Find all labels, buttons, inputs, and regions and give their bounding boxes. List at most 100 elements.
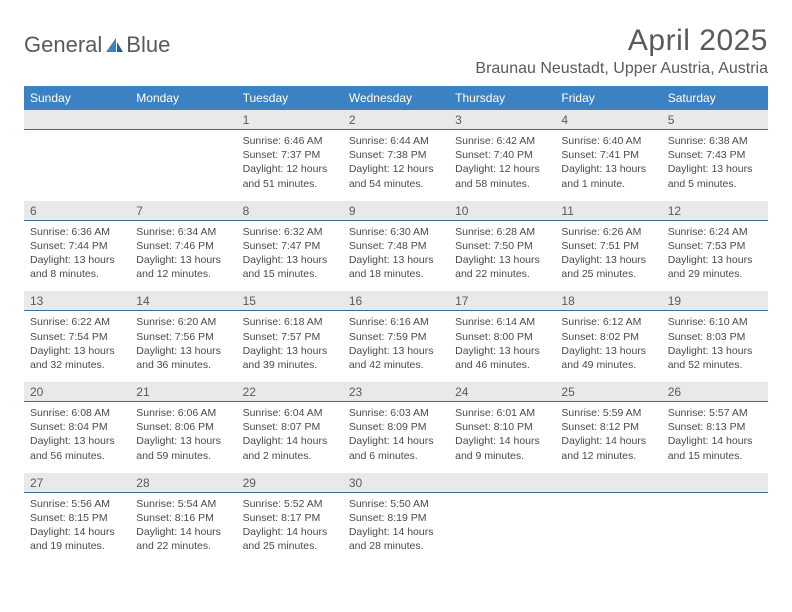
- sunrise-text: Sunrise: 6:38 AM: [668, 134, 762, 148]
- day-cell: Sunrise: 6:16 AMSunset: 7:59 PMDaylight:…: [343, 311, 449, 382]
- sunset-text: Sunset: 8:13 PM: [668, 420, 762, 434]
- day-cell: Sunrise: 6:34 AMSunset: 7:46 PMDaylight:…: [130, 220, 236, 291]
- sunset-text: Sunset: 7:47 PM: [243, 239, 337, 253]
- sunrise-text: Sunrise: 6:26 AM: [561, 225, 655, 239]
- day-number: 23: [343, 382, 449, 402]
- day-cell: Sunrise: 6:42 AMSunset: 7:40 PMDaylight:…: [449, 130, 555, 201]
- day-cell: Sunrise: 6:24 AMSunset: 7:53 PMDaylight:…: [662, 220, 768, 291]
- sunset-text: Sunset: 7:50 PM: [455, 239, 549, 253]
- sunset-text: Sunset: 8:06 PM: [136, 420, 230, 434]
- day-header-sun: Sunday: [24, 86, 130, 110]
- sunset-text: Sunset: 7:43 PM: [668, 148, 762, 162]
- day-cell: Sunrise: 6:04 AMSunset: 8:07 PMDaylight:…: [237, 402, 343, 473]
- page-container: General Blue April 2025 Braunau Neustadt…: [0, 0, 792, 563]
- sunset-text: Sunset: 7:41 PM: [561, 148, 655, 162]
- daylight-text: Daylight: 13 hours and 12 minutes.: [136, 253, 230, 281]
- content-row: Sunrise: 6:08 AMSunset: 8:04 PMDaylight:…: [24, 402, 768, 473]
- day-header-tue: Tuesday: [237, 86, 343, 110]
- sunset-text: Sunset: 7:51 PM: [561, 239, 655, 253]
- sunset-text: Sunset: 8:07 PM: [243, 420, 337, 434]
- sunrise-text: Sunrise: 6:10 AM: [668, 315, 762, 329]
- day-cell: Sunrise: 6:22 AMSunset: 7:54 PMDaylight:…: [24, 311, 130, 382]
- sunset-text: Sunset: 8:09 PM: [349, 420, 443, 434]
- logo-sail-icon: [104, 36, 124, 54]
- day-cell: Sunrise: 5:54 AMSunset: 8:16 PMDaylight:…: [130, 492, 236, 563]
- content-row: Sunrise: 6:46 AMSunset: 7:37 PMDaylight:…: [24, 130, 768, 201]
- day-number: 13: [24, 291, 130, 311]
- day-number: 9: [343, 201, 449, 221]
- day-number: 21: [130, 382, 236, 402]
- day-number: 3: [449, 110, 555, 130]
- sunset-text: Sunset: 8:10 PM: [455, 420, 549, 434]
- sunrise-text: Sunrise: 5:57 AM: [668, 406, 762, 420]
- day-cell: Sunrise: 6:26 AMSunset: 7:51 PMDaylight:…: [555, 220, 661, 291]
- sunrise-text: Sunrise: 6:44 AM: [349, 134, 443, 148]
- day-cell: Sunrise: 6:18 AMSunset: 7:57 PMDaylight:…: [237, 311, 343, 382]
- daylight-text: Daylight: 13 hours and 42 minutes.: [349, 344, 443, 372]
- day-number: [24, 110, 130, 130]
- sunrise-text: Sunrise: 6:34 AM: [136, 225, 230, 239]
- sunrise-text: Sunrise: 5:50 AM: [349, 497, 443, 511]
- month-title: April 2025: [475, 24, 768, 58]
- sunrise-text: Sunrise: 6:04 AM: [243, 406, 337, 420]
- daylight-text: Daylight: 13 hours and 8 minutes.: [30, 253, 124, 281]
- sunset-text: Sunset: 8:04 PM: [30, 420, 124, 434]
- day-number: [662, 473, 768, 493]
- sunset-text: Sunset: 7:46 PM: [136, 239, 230, 253]
- day-cell: Sunrise: 5:50 AMSunset: 8:19 PMDaylight:…: [343, 492, 449, 563]
- sunset-text: Sunset: 8:00 PM: [455, 330, 549, 344]
- daylight-text: Daylight: 13 hours and 56 minutes.: [30, 434, 124, 462]
- day-number: 17: [449, 291, 555, 311]
- logo-text-left: General: [24, 32, 102, 58]
- daylight-text: Daylight: 14 hours and 9 minutes.: [455, 434, 549, 462]
- day-header-row: Sunday Monday Tuesday Wednesday Thursday…: [24, 86, 768, 110]
- sunset-text: Sunset: 7:38 PM: [349, 148, 443, 162]
- sunrise-text: Sunrise: 5:56 AM: [30, 497, 124, 511]
- day-number: [449, 473, 555, 493]
- day-number: 10: [449, 201, 555, 221]
- sunrise-text: Sunrise: 6:01 AM: [455, 406, 549, 420]
- day-cell: Sunrise: 6:08 AMSunset: 8:04 PMDaylight:…: [24, 402, 130, 473]
- sunrise-text: Sunrise: 6:06 AM: [136, 406, 230, 420]
- sunset-text: Sunset: 8:15 PM: [30, 511, 124, 525]
- sunset-text: Sunset: 7:56 PM: [136, 330, 230, 344]
- day-cell: Sunrise: 5:56 AMSunset: 8:15 PMDaylight:…: [24, 492, 130, 563]
- daylight-text: Daylight: 14 hours and 25 minutes.: [243, 525, 337, 553]
- sunrise-text: Sunrise: 5:52 AM: [243, 497, 337, 511]
- day-cell: Sunrise: 6:30 AMSunset: 7:48 PMDaylight:…: [343, 220, 449, 291]
- sunset-text: Sunset: 7:48 PM: [349, 239, 443, 253]
- sunset-text: Sunset: 7:53 PM: [668, 239, 762, 253]
- daylight-text: Daylight: 13 hours and 29 minutes.: [668, 253, 762, 281]
- daylight-text: Daylight: 13 hours and 5 minutes.: [668, 162, 762, 190]
- location: Braunau Neustadt, Upper Austria, Austria: [475, 60, 768, 78]
- sunset-text: Sunset: 7:54 PM: [30, 330, 124, 344]
- daylight-text: Daylight: 13 hours and 46 minutes.: [455, 344, 549, 372]
- sunrise-text: Sunrise: 6:18 AM: [243, 315, 337, 329]
- day-cell: Sunrise: 6:32 AMSunset: 7:47 PMDaylight:…: [237, 220, 343, 291]
- daylight-text: Daylight: 12 hours and 51 minutes.: [243, 162, 337, 190]
- logo-text-blue: Blue: [126, 32, 170, 58]
- day-number: 12: [662, 201, 768, 221]
- content-row: Sunrise: 5:56 AMSunset: 8:15 PM Daylight:…: [24, 492, 768, 563]
- sunrise-text: Sunrise: 5:59 AM: [561, 406, 655, 420]
- sunrise-text: Sunrise: 6:03 AM: [349, 406, 443, 420]
- day-number: 11: [555, 201, 661, 221]
- daylight-text: Daylight: 14 hours and 22 minutes.: [136, 525, 230, 553]
- day-number: 26: [662, 382, 768, 402]
- content-row: Sunrise: 6:22 AMSunset: 7:54 PMDaylight:…: [24, 311, 768, 382]
- day-cell: Sunrise: 6:03 AMSunset: 8:09 PMDaylight:…: [343, 402, 449, 473]
- day-cell: [449, 492, 555, 563]
- daylight-text: Daylight: 14 hours and 12 minutes.: [561, 434, 655, 462]
- sunset-text: Sunset: 7:40 PM: [455, 148, 549, 162]
- day-cell: Sunrise: 6:12 AMSunset: 8:02 PMDaylight:…: [555, 311, 661, 382]
- sunset-text: Sunset: 7:44 PM: [30, 239, 124, 253]
- logo: General Blue: [24, 24, 170, 58]
- sunset-text: Sunset: 8:17 PM: [243, 511, 337, 525]
- day-cell: [24, 130, 130, 201]
- sunset-text: Sunset: 8:12 PM: [561, 420, 655, 434]
- daylight-text: Daylight: 13 hours and 15 minutes.: [243, 253, 337, 281]
- day-cell: Sunrise: 6:44 AMSunset: 7:38 PMDaylight:…: [343, 130, 449, 201]
- day-number: 7: [130, 201, 236, 221]
- day-number: 15: [237, 291, 343, 311]
- daynum-row: 27282930: [24, 473, 768, 493]
